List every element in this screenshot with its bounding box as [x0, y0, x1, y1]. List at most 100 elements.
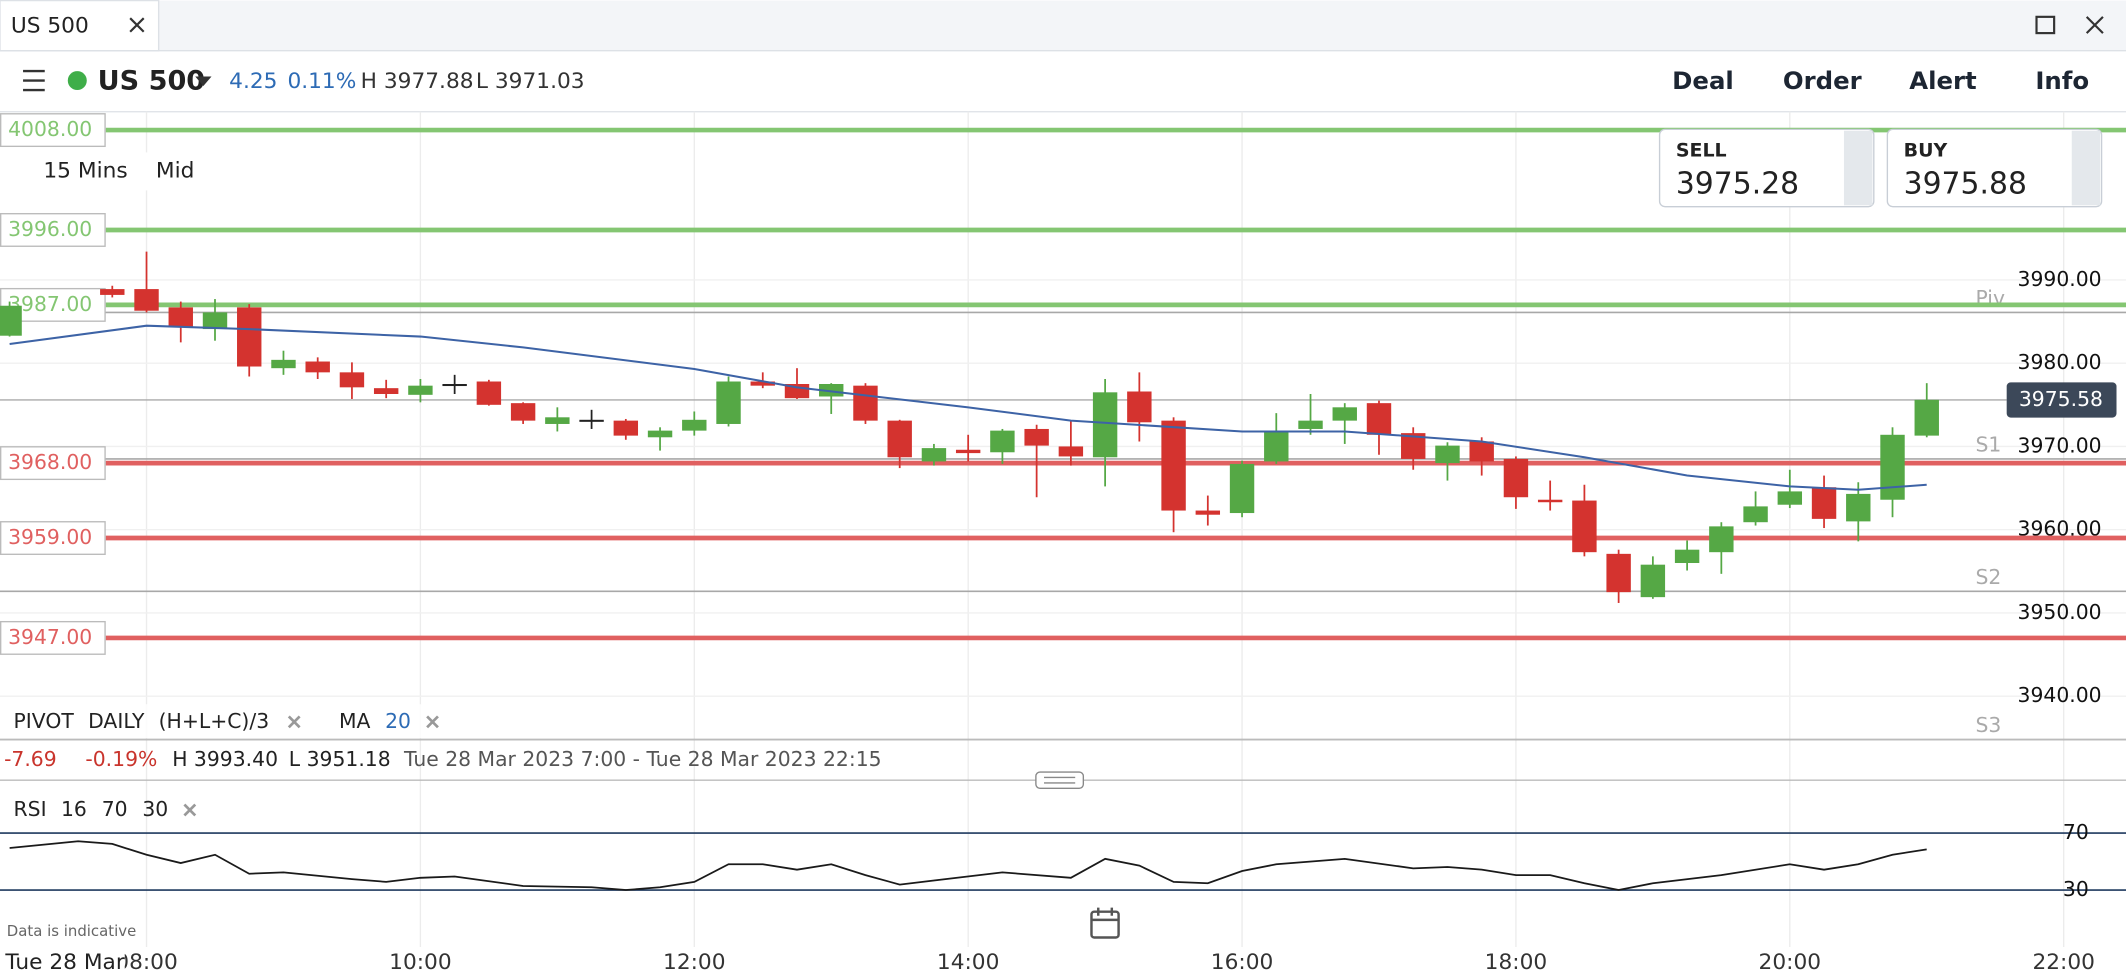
candle-body: [1229, 463, 1255, 514]
rsi-upper: 70: [102, 797, 128, 821]
sell-price: 3975.28: [1676, 166, 1799, 201]
date-bg: [0, 946, 125, 976]
buy-box[interactable]: BUY 3975.88: [1886, 128, 2103, 208]
candle-body: [1709, 526, 1734, 553]
candle-body: [1195, 510, 1221, 515]
y-tick-label: 3990.00: [2018, 267, 2102, 291]
pivot-label: PIVOT: [14, 709, 75, 733]
sell-box[interactable]: SELL 3975.28: [1658, 128, 1875, 208]
candle-body: [1058, 446, 1084, 457]
candle-body: [1674, 549, 1700, 564]
candle-body: [1914, 399, 1939, 436]
candle-body: [716, 381, 741, 424]
sell-label: SELL: [1676, 140, 1727, 162]
candle-body: [682, 419, 707, 431]
candle-body: [373, 388, 399, 394]
candle-body: [545, 417, 570, 424]
candle-body: [1366, 403, 1392, 435]
level-label: 3968.00: [8, 450, 92, 474]
rsi-line: [9, 840, 1927, 891]
rsi-period: 16: [61, 797, 87, 821]
day-high: H 3977.88: [361, 69, 474, 94]
candle-body: [1264, 431, 1289, 462]
remove-rsi[interactable]: [183, 803, 197, 817]
candle-body: [1332, 407, 1357, 421]
buy-bg[interactable]: [1886, 128, 2103, 208]
candle-body: [1127, 391, 1152, 423]
market-name[interactable]: US 500: [98, 65, 206, 96]
x-tick-label: 18:00: [1485, 950, 1548, 975]
y-tick-label: 3970.00: [2018, 433, 2102, 457]
candle-body: [1743, 506, 1768, 523]
candle-body: [1811, 487, 1837, 519]
market-status: [67, 71, 87, 91]
alert-button[interactable]: Alert: [1909, 66, 1977, 95]
pivot-label: S1: [1975, 432, 2001, 456]
candle-body: [134, 289, 159, 311]
last-price-label: 3975.58: [2019, 387, 2103, 411]
level-tag: [0, 213, 106, 247]
day-low: L 3971.03: [476, 69, 585, 94]
x-tick-label: 10:00: [389, 950, 452, 975]
interval[interactable]: 15 Mins: [43, 158, 127, 183]
candle-body: [339, 372, 365, 388]
toolbar-bg: [24, 152, 209, 191]
level-tag: [0, 521, 106, 555]
date-label: Tue 28 Mar: [4, 950, 124, 975]
remove-pivot[interactable]: [287, 715, 301, 729]
candle-body: [202, 312, 228, 330]
rsi-lower: 30: [142, 797, 168, 821]
x-tick-label: 20:00: [1759, 950, 1822, 975]
deal-button[interactable]: Deal: [1672, 66, 1734, 95]
y-tick-label: 3940.00: [2018, 683, 2102, 707]
window-close[interactable]: [2085, 16, 2104, 34]
x-tick-label: 16:00: [1211, 950, 1274, 975]
price-type[interactable]: Mid: [156, 158, 195, 183]
menu-icon[interactable]: [23, 69, 45, 92]
candle-body: [955, 449, 981, 454]
candle-body: [237, 307, 262, 367]
buy-side: [2071, 130, 2101, 206]
ma-period: 20: [385, 709, 411, 733]
moving-average: [9, 324, 1927, 491]
calendar-lines: [1091, 907, 1119, 922]
level-tag: [0, 620, 106, 655]
candle-body: [990, 430, 1015, 453]
level-label: 3947.00: [8, 625, 92, 649]
info-button[interactable]: Info: [2035, 66, 2089, 95]
candle-body: [1092, 392, 1118, 458]
candle-body: [408, 385, 433, 395]
period-change-pct: -0.19%: [85, 747, 157, 771]
calendar-icon[interactable]: [1090, 907, 1120, 939]
y-tick-label: 3950.00: [2018, 600, 2102, 624]
tab[interactable]: [0, 0, 160, 52]
candle-body: [750, 381, 775, 386]
x-tick-label: 22:00: [2032, 950, 2094, 975]
sell-bg[interactable]: [1658, 128, 1875, 208]
remove-ma[interactable]: [426, 715, 439, 729]
maximize-icon[interactable]: [2035, 15, 2056, 35]
dropdown-icon[interactable]: [195, 76, 212, 86]
period-range: Tue 28 Mar 2023 7:00 - Tue 28 Mar 2023 2…: [403, 747, 882, 771]
resize-grip: [1044, 776, 1076, 784]
level-label: 3959.00: [8, 525, 92, 549]
rsi-label: RSI: [14, 797, 47, 821]
resize-handle[interactable]: [1035, 771, 1085, 790]
order-button[interactable]: Order: [1783, 66, 1862, 95]
candle-body: [1572, 500, 1597, 553]
pivot-label: S2: [1975, 565, 2001, 589]
calendar-frame: [1090, 910, 1120, 939]
x-tick-label: 14:00: [937, 950, 999, 975]
period-low: L 3951.18: [289, 747, 391, 771]
y-tick-label: 3980.00: [2018, 350, 2102, 374]
candle-body: [1880, 434, 1905, 500]
level-label: 3987.00: [8, 292, 92, 316]
tab-close[interactable]: [129, 17, 145, 33]
candle-body: [887, 420, 912, 458]
x-axis: 08:00 10:00 12:00 14:00 16:00 18:00 20:00 22:00: [115, 950, 2095, 975]
candle-body: [579, 419, 604, 422]
candle-body: [1024, 428, 1049, 446]
